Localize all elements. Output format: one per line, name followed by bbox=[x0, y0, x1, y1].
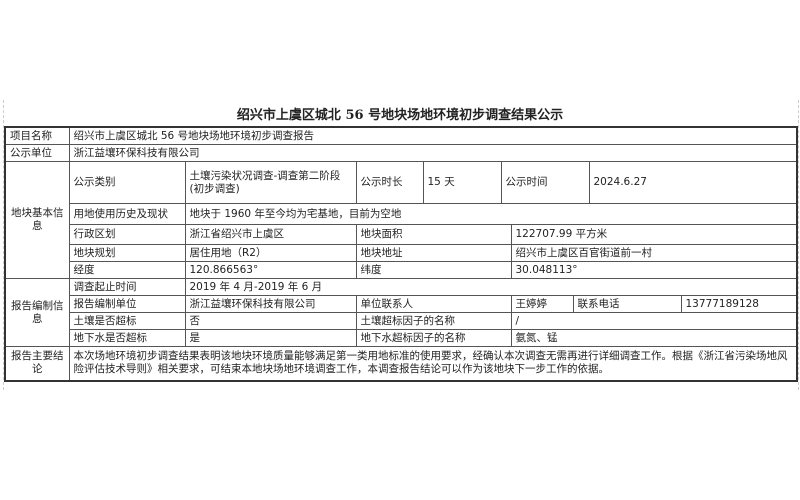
label: 项目名称 bbox=[4, 126, 70, 145]
value: 15 天 bbox=[422, 161, 502, 204]
table-row: 行政区划 浙江省绍兴市上虞区 地块面积 122707.99 平方米 bbox=[5, 224, 798, 245]
table-row: 地下水是否超标 是 地下水超标因子的名称 氨氮、锰 bbox=[5, 329, 798, 347]
value: 13777189128 bbox=[680, 295, 798, 313]
label: 土壤是否超标 bbox=[68, 312, 186, 330]
label: 地下水超标因子的名称 bbox=[355, 329, 512, 347]
section-label: 报告主要结论 bbox=[4, 346, 70, 381]
label: 地块地址 bbox=[355, 244, 512, 262]
value: 氨氮、锰 bbox=[510, 329, 798, 347]
value: 2024.6.27 bbox=[588, 161, 798, 204]
value: 2019 年 4 月-2019 年 6 月 bbox=[184, 278, 798, 296]
label: 行政区划 bbox=[68, 224, 186, 245]
table-row: 项目名称 绍兴市上虞区城北 56 号地块场地环境初步调查报告 bbox=[4, 126, 798, 145]
value: 浙江益壤环保科技有限公司 bbox=[184, 295, 357, 313]
value: / bbox=[510, 312, 798, 330]
label: 用地使用历史及现状 bbox=[68, 203, 186, 225]
table-row: 报告编制信息 调查起止时间 2019 年 4 月-2019 年 6 月 bbox=[4, 278, 798, 347]
conclusion-text: 本次场地环境初步调查结果表明该地块环境质量能够满足第一类用地标准的使用要求，经确… bbox=[68, 346, 798, 381]
disclosure-table: 项目名称 绍兴市上虞区城北 56 号地块场地环境初步调查报告 公示单位 浙江益壤… bbox=[4, 126, 799, 382]
table-row: 经度 120.866563° 纬度 30.048113° bbox=[5, 261, 798, 279]
value: 否 bbox=[184, 312, 357, 330]
label: 地下水是否超标 bbox=[68, 329, 186, 347]
value: 王婷婷 bbox=[510, 295, 574, 313]
label: 报告编制单位 bbox=[68, 295, 186, 313]
value: 浙江益壤环保科技有限公司 bbox=[68, 144, 798, 162]
value: 居住用地（R2） bbox=[184, 244, 357, 262]
value: 122707.99 平方米 bbox=[510, 224, 798, 245]
label: 联系电话 bbox=[572, 295, 682, 313]
label: 公示单位 bbox=[4, 144, 70, 162]
table-row: 报告编制单位 浙江益壤环保科技有限公司 单位联系人 王婷婷 联系电话 13777… bbox=[5, 295, 798, 313]
label: 公示时间 bbox=[500, 161, 590, 204]
label: 土壤超标因子的名称 bbox=[355, 312, 512, 330]
page-frame bbox=[3, 100, 799, 390]
label: 纬度 bbox=[355, 261, 512, 279]
value: 绍兴市上虞区城北 56 号地块场地环境初步调查报告 bbox=[68, 126, 798, 145]
table-row: 地块基本信息 公示类别 土壤污染状况调查-调查第二阶段(初步调查) 公示时长 1… bbox=[4, 161, 798, 279]
label: 地块规划 bbox=[68, 244, 186, 262]
page-title: 绍兴市上虞区城北 56 号地块场地环境初步调查结果公示 bbox=[236, 108, 564, 123]
label: 公示时长 bbox=[355, 161, 424, 204]
value: 绍兴市上虞区百官街道前一村 bbox=[510, 244, 798, 262]
label: 公示类别 bbox=[68, 161, 186, 204]
table-row: 土壤是否超标 否 土壤超标因子的名称 / bbox=[5, 312, 798, 330]
table-row: 报告主要结论 本次场地环境初步调查结果表明该地块环境质量能够满足第一类用地标准的… bbox=[4, 346, 798, 381]
label: 经度 bbox=[68, 261, 186, 279]
value: 浙江省绍兴市上虞区 bbox=[184, 224, 357, 245]
value: 土壤污染状况调查-调查第二阶段(初步调查) bbox=[184, 161, 357, 204]
table-row: 用地使用历史及现状 地块于 1960 年至今均为宅基地，目前为空地 bbox=[5, 203, 798, 225]
value: 是 bbox=[184, 329, 357, 347]
section-label: 地块基本信息 bbox=[4, 161, 70, 279]
value: 30.048113° bbox=[510, 261, 798, 279]
label: 调查起止时间 bbox=[68, 278, 186, 296]
section-label: 报告编制信息 bbox=[4, 278, 70, 347]
value: 120.866563° bbox=[184, 261, 357, 279]
value: 地块于 1960 年至今均为宅基地，目前为空地 bbox=[184, 203, 798, 225]
table-row: 地块规划 居住用地（R2） 地块地址 绍兴市上虞区百官街道前一村 bbox=[5, 244, 798, 262]
table-row: 公示单位 浙江益壤环保科技有限公司 bbox=[4, 144, 798, 162]
label: 单位联系人 bbox=[355, 295, 512, 313]
label: 地块面积 bbox=[355, 224, 512, 245]
